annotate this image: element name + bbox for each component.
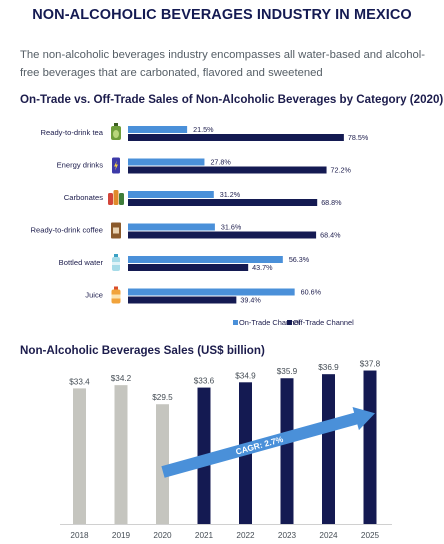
tea-bottle-icon <box>111 123 121 140</box>
category-label: Ready-to-drink tea <box>41 128 104 137</box>
sales-bar-group-2018: $33.4 2018 <box>69 377 90 540</box>
on-trade-value: 27.8% <box>210 157 231 166</box>
off-trade-bar <box>128 231 317 239</box>
sales-value-label: $33.4 <box>69 377 90 386</box>
off-trade-value: 78.5% <box>348 133 369 142</box>
category-label: Ready-to-drink coffee <box>31 226 103 235</box>
off-trade-bar <box>128 199 318 206</box>
sales-bar <box>322 374 335 524</box>
legend-swatch-off-trade <box>287 320 292 325</box>
sales-value-label: $33.6 <box>194 377 215 386</box>
off-trade-value: 68.4% <box>320 231 341 240</box>
sales-bar-group-2024: $36.9 2024 <box>318 363 339 540</box>
cagr-arrow-shape <box>161 406 375 478</box>
annual-sales-chart: $33.4 2018 $34.2 2019 $29.5 2020 $33.6 2021 $34.… <box>60 360 392 540</box>
sales-value-label: $34.2 <box>111 374 132 383</box>
sales-value-label: $29.5 <box>152 393 173 402</box>
sales-value-label: $36.9 <box>318 363 339 372</box>
cagr-arrow: CAGR: 2.7% <box>161 406 375 478</box>
off-trade-bar <box>128 134 344 141</box>
year-label: 2018 <box>70 531 89 540</box>
sales-bar <box>73 388 86 524</box>
energy-can-icon <box>112 157 120 174</box>
category-row-1: Energy drinks 27.8% 72.2% <box>57 157 352 174</box>
on-trade-bar <box>128 158 205 166</box>
on-trade-bar <box>128 256 283 263</box>
sales-bar-group-2019: $34.2 2019 <box>111 374 132 540</box>
off-trade-value: 43.7% <box>252 263 273 272</box>
on-trade-bar <box>128 191 214 198</box>
sales-bar <box>114 385 128 524</box>
on-trade-value: 60.6% <box>301 287 322 296</box>
sales-bar <box>156 404 169 524</box>
sales-value-label: $34.9 <box>235 371 256 380</box>
year-label: 2020 <box>153 531 172 540</box>
water-bottle-icon <box>112 254 120 271</box>
channel-sales-chart: Ready-to-drink tea 21.5% 78.5% Energy drink… <box>31 123 369 327</box>
off-trade-value: 39.4% <box>240 296 261 305</box>
off-trade-value: 68.8% <box>321 198 342 207</box>
page-title: NON-ALCOHOLIC BEVERAGES INDUSTRY IN MEXI… <box>32 7 412 23</box>
sales-value-label: $37.8 <box>360 360 381 369</box>
legend-swatch-on-trade <box>233 320 238 325</box>
category-row-2: Carbonates 31.2% 68.8% <box>64 190 342 207</box>
year-label: 2025 <box>361 531 380 540</box>
legend-label-on-trade: On-Trade Channel <box>239 318 300 327</box>
on-trade-bar <box>128 126 188 133</box>
year-label: 2021 <box>195 531 214 540</box>
on-trade-value: 56.3% <box>289 255 310 264</box>
category-label: Energy drinks <box>57 161 104 170</box>
category-label: Carbonates <box>64 193 103 202</box>
sales-bar <box>280 378 294 524</box>
category-label: Juice <box>85 291 103 300</box>
soda-bottles-icon <box>108 190 124 205</box>
legend-label-off-trade: Off-Trade Channel <box>293 318 354 327</box>
category-row-5: Juice 60.6% 39.4% <box>85 286 322 305</box>
chart1-title: On-Trade vs. Off-Trade Sales of Non-Alco… <box>20 93 444 106</box>
year-label: 2019 <box>112 531 131 540</box>
intro-text: The non-alcoholic beverages industry enc… <box>20 49 426 79</box>
chart2-title: Non-Alcoholic Beverages Sales (US$ billi… <box>20 344 265 357</box>
juice-bottle-icon <box>111 286 121 304</box>
category-row-4: Bottled water 56.3% 43.7% <box>59 254 310 272</box>
year-label: 2022 <box>236 531 255 540</box>
sales-bar-group-2020: $29.5 2020 <box>152 393 173 540</box>
year-label: 2024 <box>319 531 338 540</box>
on-trade-bar <box>128 223 215 231</box>
sales-bar-group-2023: $35.9 2023 <box>277 367 298 540</box>
on-trade-bar <box>128 288 295 296</box>
off-trade-value: 72.2% <box>331 166 352 175</box>
off-trade-bar <box>128 296 237 304</box>
on-trade-value: 21.5% <box>193 125 214 134</box>
coffee-pack-icon <box>111 222 121 239</box>
on-trade-value: 31.2% <box>220 190 241 199</box>
year-label: 2023 <box>278 531 297 540</box>
category-row-3: Ready-to-drink coffee 31.6% 68.4% <box>31 222 342 239</box>
sales-bar <box>363 370 377 524</box>
sales-bar-group-2025: $37.8 2025 <box>360 360 381 540</box>
off-trade-bar <box>128 166 327 174</box>
off-trade-bar <box>128 264 249 271</box>
category-label: Bottled water <box>59 258 104 267</box>
sales-value-label: $35.9 <box>277 367 298 376</box>
category-row-0: Ready-to-drink tea 21.5% 78.5% <box>41 123 369 142</box>
on-trade-value: 31.6% <box>221 222 242 231</box>
